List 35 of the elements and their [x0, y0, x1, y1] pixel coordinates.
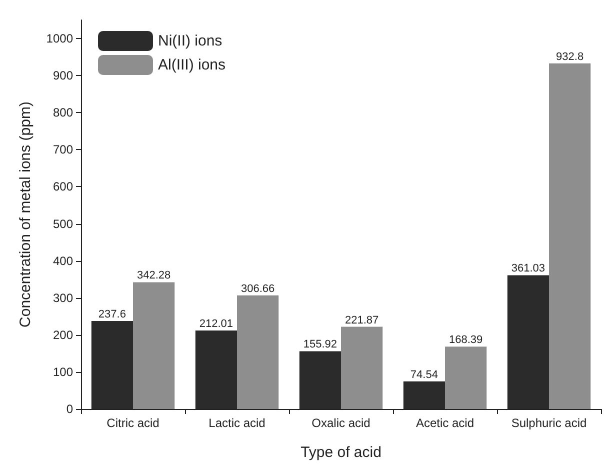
bar — [445, 346, 487, 409]
x-tick-label: Oxalic acid — [312, 416, 370, 430]
x-axis-title: Type of acid — [300, 444, 382, 461]
data-label: 155.92 — [303, 338, 338, 351]
x-tick-label: Acetic acid — [416, 416, 474, 430]
y-tick-label: 400 — [52, 254, 74, 268]
data-label: 342.28 — [136, 270, 171, 282]
x-tick-label: Sulphuric acid — [511, 416, 587, 430]
y-tick-label: 600 — [52, 180, 74, 194]
y-tick-label: 700 — [52, 142, 74, 157]
data-label: 74.54 — [410, 368, 438, 381]
data-label: 221.87 — [344, 314, 379, 326]
y-tick-label: 900 — [52, 68, 74, 83]
y-tick-label: 500 — [52, 216, 74, 231]
y-axis-title: Concentration of metal ions (ppm) — [17, 102, 34, 328]
y-tick-label: 800 — [52, 106, 74, 120]
bar — [133, 282, 175, 409]
data-label: 168.39 — [448, 334, 483, 346]
bar — [341, 326, 383, 409]
y-tick-label: 100 — [52, 364, 74, 379]
data-label: 932.8 — [556, 50, 584, 63]
y-tick-label: 0 — [66, 402, 74, 416]
bar — [237, 295, 279, 409]
y-tick-label: 200 — [52, 328, 74, 342]
data-label: 237.6 — [98, 308, 126, 320]
y-tick-label: 300 — [52, 290, 74, 305]
y-tick-label: 1000 — [46, 32, 74, 46]
x-tick-label: Citric acid — [106, 416, 160, 430]
data-label: 212.01 — [199, 318, 234, 330]
legend-label: Ni(II) ions — [158, 32, 222, 50]
legend-label: Al(III) ions — [158, 56, 226, 74]
data-label: 361.03 — [511, 262, 546, 275]
data-label: 306.66 — [240, 282, 275, 295]
x-tick-label: Lactic acid — [208, 416, 266, 430]
bar — [549, 63, 591, 409]
